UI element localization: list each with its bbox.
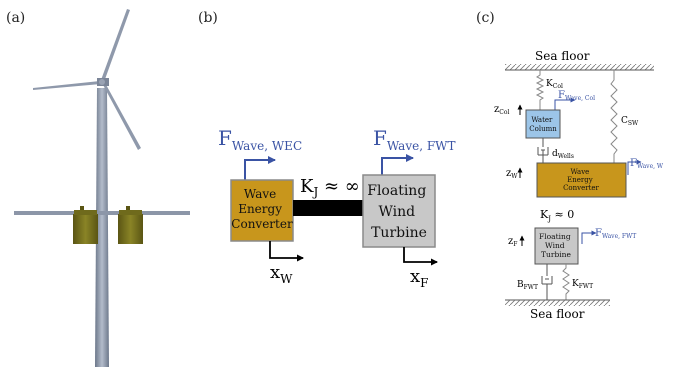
fwt-damper (541, 264, 553, 300)
wells-damper (537, 138, 549, 163)
fwt-box-label: Floating Wind Turbine (367, 183, 431, 241)
panel-c-label: (c) (476, 10, 495, 26)
kj-zero-label: KJ ≈ 0 (540, 208, 574, 223)
sea-floor-bottom (505, 299, 610, 306)
zcol-label: zCol (494, 104, 509, 116)
csw-label: CSW (621, 116, 639, 127)
water-column-label: Water Column (529, 116, 557, 133)
water-column-spring (535, 70, 545, 110)
wec-displacement-arrow (269, 241, 304, 262)
kcol-label: KCol (546, 79, 563, 90)
panel-c: (c) Sea floor KCol FWave, Col zCol Water… (476, 10, 664, 321)
panel-b: (b) FWave, WEC Wave Energy Converter KJ … (198, 10, 456, 290)
fwt-box-c-label: Floating Wind Turbine (539, 232, 573, 259)
turbine-blade-up (101, 9, 130, 82)
wec-wave-force-label: FWave, WEC (218, 126, 302, 153)
fwt-box-c (534, 227, 579, 265)
turbine-blade-left (33, 81, 101, 90)
fwt-box (362, 174, 436, 248)
bfwt-label: BFWT (517, 280, 538, 291)
dwells-label: dWells (552, 149, 574, 160)
turbine-hub (99, 79, 105, 85)
wec-box-label: Wave Energy Converter (231, 187, 293, 231)
wec-wave-force-arrow (244, 156, 276, 180)
coupling-stiffness-label: KJ ≈ ∞ (300, 176, 360, 199)
wec-float-right (118, 206, 143, 244)
platform-arm (14, 211, 190, 215)
fwt-wave-force-arrow (381, 154, 414, 175)
fwt-c-wave-force-arrow (581, 230, 597, 244)
turbine-tower (95, 88, 109, 367)
sea-floor-top-label: Sea floor (535, 49, 590, 63)
wec-box-c-label: Wave Energy Converter (563, 168, 599, 192)
wec-box-c (536, 162, 627, 198)
wind-turbine-illustration (14, 9, 190, 367)
rigid-coupling-bar (293, 200, 363, 216)
col-wave-force-arrow (554, 97, 576, 110)
turbine-blade-down (102, 81, 141, 150)
zf-label: zF (508, 236, 517, 248)
wec-c-wave-force-label: FWave, W (630, 158, 664, 170)
fwt-displacement-arrow (403, 247, 438, 266)
wec-float-left (73, 206, 98, 244)
wec-c-wave-force-arrow (627, 159, 642, 175)
panel-a: (a) (6, 9, 190, 367)
fwt-displacement-label: xF (410, 266, 428, 290)
fwt-wave-force-label: FWave, FWT (373, 126, 456, 153)
wec-displacement-label: xW (270, 262, 293, 286)
panel-a-label: (a) (6, 10, 25, 26)
water-column-box (525, 109, 561, 139)
col-wave-force-label: FWave, Col (558, 90, 595, 102)
sea-floor-top (505, 64, 654, 71)
zw-label: zW (506, 168, 518, 180)
panel-b-label: (b) (198, 10, 218, 26)
kfwt-label: KFWT (572, 279, 593, 290)
fwt-c-wave-force-label: FWave, FWT (595, 228, 636, 240)
sea-floor-bottom-label: Sea floor (530, 307, 585, 321)
fwt-spring (562, 264, 570, 300)
csw-spring (610, 70, 618, 163)
